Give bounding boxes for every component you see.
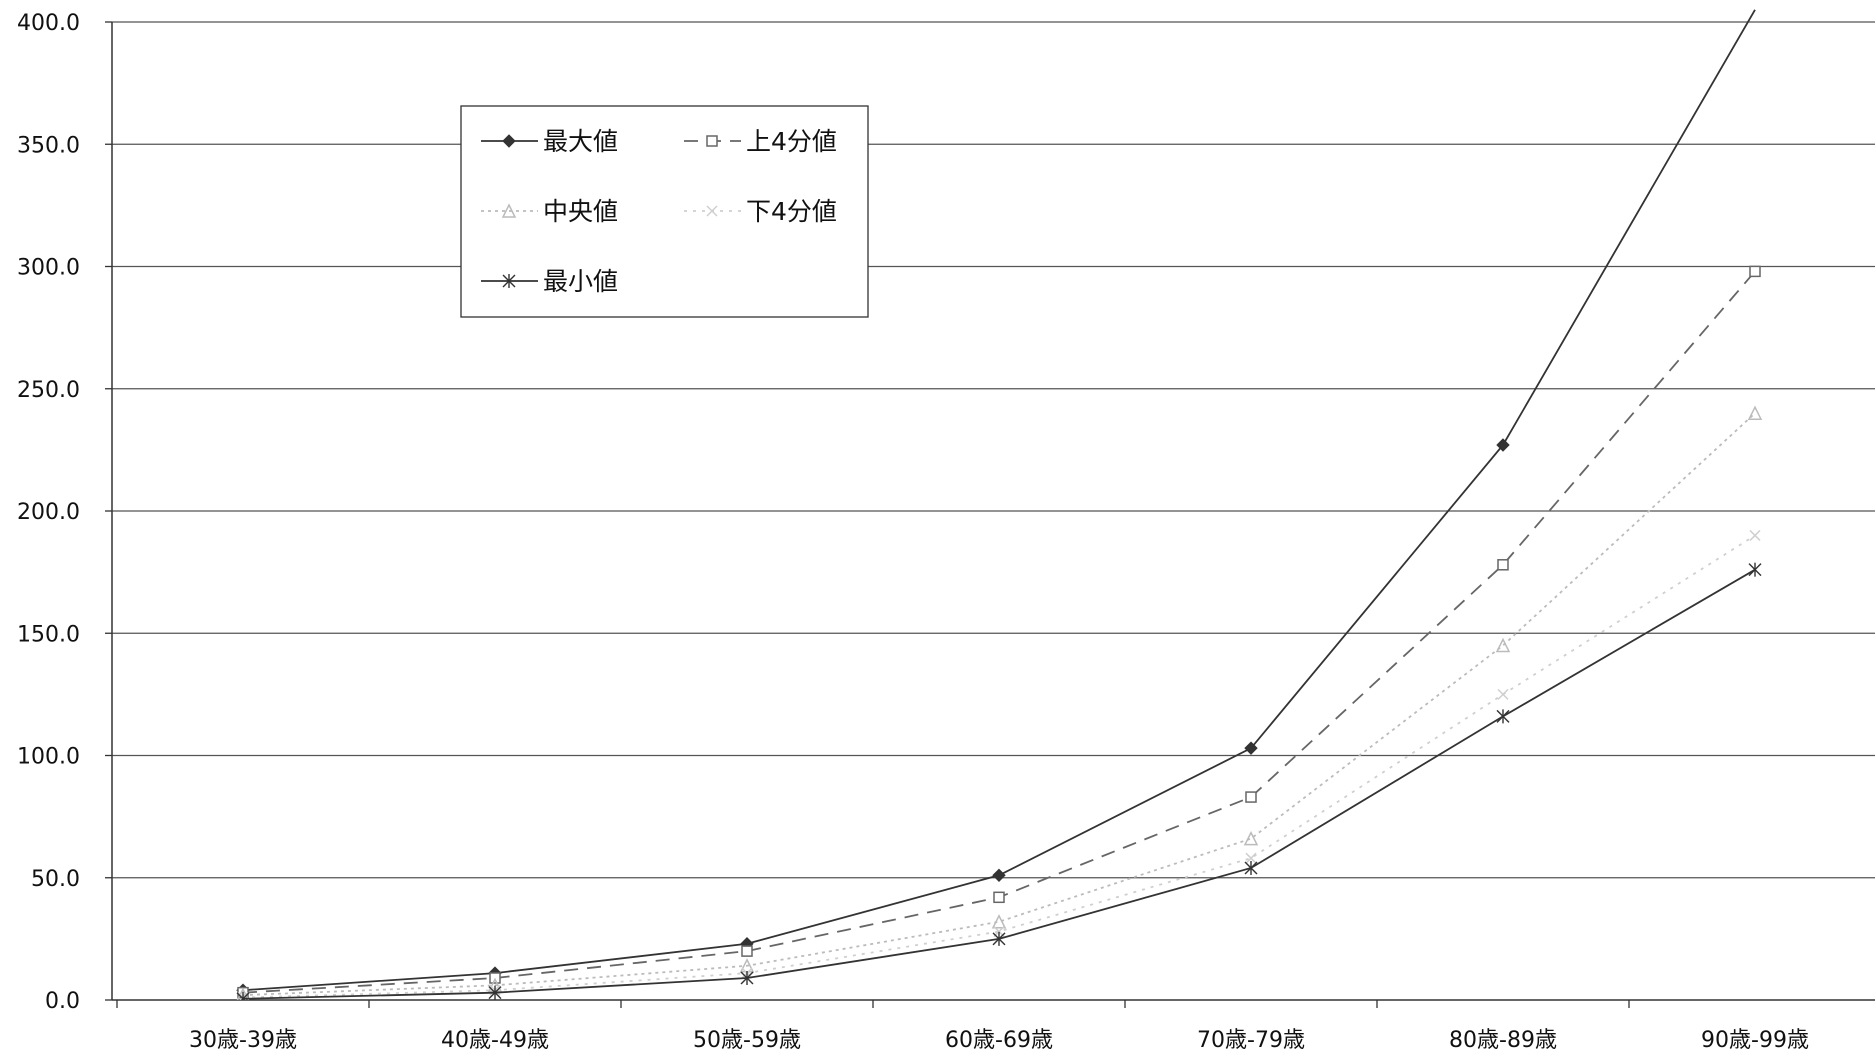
series-1 bbox=[237, 265, 1761, 999]
legend-entry: 上4分値 bbox=[684, 127, 837, 156]
y-tick-label: 400.0 bbox=[17, 11, 80, 36]
legend-marker bbox=[501, 203, 517, 218]
legend-label: 中央値 bbox=[543, 197, 618, 226]
y-tick-label: 100.0 bbox=[17, 745, 80, 770]
legend-marker bbox=[502, 274, 516, 288]
series-line bbox=[242, 270, 1756, 994]
data-point bbox=[991, 914, 1007, 929]
x-tick-label: 70歳-79歳 bbox=[1197, 1028, 1305, 1053]
data-point bbox=[1243, 830, 1259, 846]
data-point bbox=[992, 931, 1006, 946]
data-point bbox=[1244, 860, 1258, 875]
x-tick-label: 60歳-69歳 bbox=[945, 1028, 1053, 1053]
legend-entry: 中央値 bbox=[481, 197, 618, 226]
data-point bbox=[1496, 709, 1510, 724]
y-tick-label: 50.0 bbox=[31, 867, 80, 892]
data-point bbox=[1497, 559, 1509, 571]
y-tick-label: 200.0 bbox=[17, 500, 80, 525]
data-point bbox=[992, 868, 1006, 883]
data-point bbox=[1245, 791, 1257, 803]
x-axis-tick-labels: 30歳-39歳 40歳-49歳 50歳-59歳 60歳-69歳 70歳-79歳 80歳-8… bbox=[189, 1028, 1809, 1053]
data-point bbox=[1749, 529, 1761, 541]
marker-stroke bbox=[1497, 688, 1509, 700]
x-tick-label: 50歳-59歳 bbox=[693, 1028, 801, 1053]
data-point bbox=[740, 970, 754, 985]
y-tick-label: 150.0 bbox=[17, 622, 80, 647]
data-point bbox=[1244, 741, 1258, 755]
y-tick-label: 350.0 bbox=[17, 133, 80, 158]
legend-label: 最小値 bbox=[543, 267, 618, 296]
legend-label: 下4分値 bbox=[746, 197, 837, 226]
legend-label: 最大値 bbox=[543, 127, 618, 156]
legend-label: 上4分値 bbox=[746, 127, 837, 156]
legend-marker bbox=[706, 205, 718, 217]
data-point bbox=[488, 985, 502, 1000]
series-4 bbox=[236, 562, 1762, 1000]
legend-entry: 最大値 bbox=[481, 127, 618, 156]
x-tick-label: 80歳-89歳 bbox=[1449, 1028, 1557, 1053]
data-point bbox=[1749, 265, 1761, 278]
series-3 bbox=[237, 529, 1761, 1000]
data-point bbox=[1747, 405, 1763, 420]
data-point bbox=[1495, 637, 1511, 653]
data-point bbox=[741, 945, 753, 957]
data-point bbox=[1748, 562, 1762, 577]
y-tick-label: 0.0 bbox=[45, 989, 80, 1014]
series-2 bbox=[236, 405, 1763, 1000]
x-tick-label: 40歳-49歳 bbox=[441, 1028, 549, 1053]
data-point bbox=[1496, 438, 1510, 452]
legend-marker bbox=[502, 134, 516, 148]
series-lines bbox=[236, 9, 1763, 1000]
data-point bbox=[1497, 688, 1509, 700]
axes bbox=[105, 21, 1875, 1008]
legend-entry: 最小値 bbox=[481, 267, 618, 296]
y-tick-label: 300.0 bbox=[17, 256, 80, 281]
marker-stroke bbox=[1749, 529, 1761, 541]
gridlines bbox=[112, 21, 1875, 879]
x-tick-label: 30歳-39歳 bbox=[189, 1028, 297, 1053]
data-point bbox=[993, 891, 1005, 904]
data-point bbox=[236, 991, 250, 1000]
marker-stroke bbox=[1245, 852, 1257, 864]
data-point bbox=[1245, 852, 1257, 864]
legend-entry: 下4分値 bbox=[684, 197, 837, 226]
y-axis-tick-labels: 0.0 50.0 100.0 150.0 200.0 250.0 300.0 350.0 400… bbox=[17, 11, 80, 1014]
legend-marker bbox=[706, 135, 718, 147]
marker-stroke bbox=[706, 205, 718, 217]
x-tick-label: 90歳-99歳 bbox=[1701, 1028, 1809, 1053]
y-tick-label: 250.0 bbox=[17, 378, 80, 403]
series-line bbox=[242, 412, 1756, 997]
